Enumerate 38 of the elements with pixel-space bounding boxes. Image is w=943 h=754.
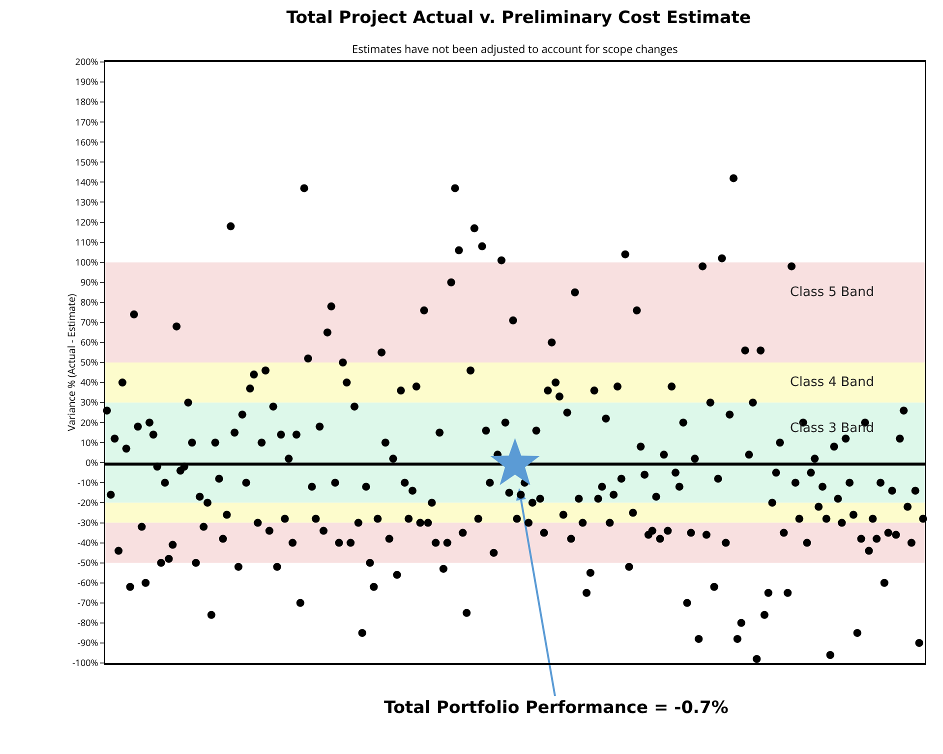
y-tick-label: 40% [80,376,98,389]
y-tick-label: -20% [78,496,98,509]
y-tick-label: 160% [75,135,98,148]
y-tick-label: 130% [75,195,98,208]
y-axis-title: Variance % (Actual - Estimate) [64,294,78,432]
y-tick-label: -40% [78,536,98,549]
band-label: Class 5 Band [790,285,874,300]
y-tick-label: -10% [78,476,98,489]
y-tick-label: -80% [78,616,98,630]
y-tick-label: -90% [78,636,98,650]
y-tick-label: 140% [75,175,98,188]
y-tick-label: 0% [86,456,98,469]
y-tick-label: 100% [75,255,98,268]
y-tick-label: 20% [80,416,98,429]
y-tick-label: 60% [80,336,98,349]
band-label: Class 3 Band [790,421,874,436]
text: Total Portfolio Performance = -0.7% [384,698,728,718]
y-tick-label: 170% [75,115,98,128]
y-tick-label: 80% [80,296,98,309]
y-tick-label: 90% [80,276,98,289]
y-tick-label: -70% [78,596,98,610]
y-tick-label: 50% [80,356,98,369]
y-tick-label: 120% [75,215,98,228]
y-tick-label: 30% [80,396,98,409]
band-label: Class 4 Band [790,375,874,390]
chart-subtitle: Estimates have not been adjusted to account for scope changes [352,42,678,57]
y-tick-label: 150% [75,155,98,168]
y-tick-label: 180% [75,95,98,108]
y-tick-label: -30% [78,516,98,529]
y-tick-label: 200% [75,55,98,68]
y-tick-label: -100% [72,656,98,670]
chart-title: Total Project Actual v. Preliminary Cost Estimate [286,8,751,28]
y-tick-label: 70% [80,316,98,329]
y-tick-label: 190% [75,75,98,88]
y-tick-label: 110% [75,235,98,248]
y-tick-label: 10% [80,436,98,449]
y-tick-label: -60% [78,576,98,590]
y-tick-label: -50% [78,556,98,569]
